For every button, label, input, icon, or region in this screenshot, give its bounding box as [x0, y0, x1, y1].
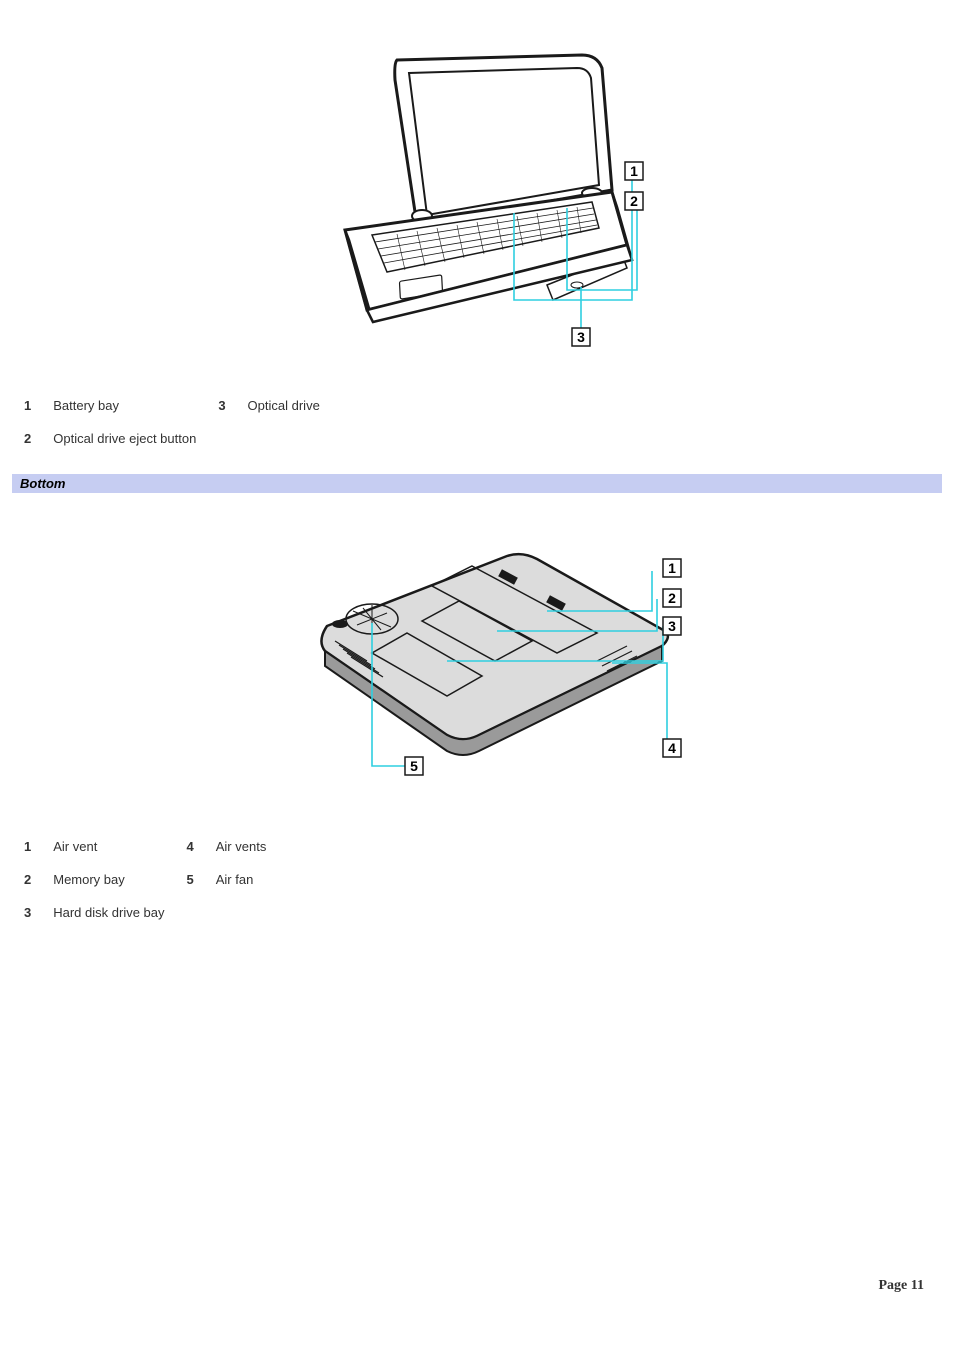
- callout-2: 2: [630, 193, 638, 209]
- legend-text: Hard disk drive bay: [47, 905, 170, 920]
- legend-num: 3: [212, 398, 231, 413]
- legend-num: 1: [18, 398, 37, 413]
- callout-b2: 2: [668, 590, 676, 606]
- legend-num: 1: [18, 839, 37, 854]
- legend-text: Memory bay: [47, 872, 170, 887]
- legend-text: Optical drive: [242, 398, 326, 413]
- legend-num: 5: [181, 872, 200, 887]
- callout-b3: 3: [668, 618, 676, 634]
- legend-text: Optical drive eject button: [47, 431, 202, 446]
- legend-text: Air vents: [210, 839, 273, 854]
- bottom-view-diagram: 1 2 3 4 5: [12, 511, 942, 791]
- legend-text: [242, 431, 326, 446]
- callout-1: 1: [630, 163, 638, 179]
- legend-num: 2: [18, 431, 37, 446]
- legend-num: 3: [18, 905, 37, 920]
- callout-3: 3: [577, 329, 585, 345]
- bottom-view-legend: 1 Air vent 4 Air vents 2 Memory bay 5 Ai…: [8, 821, 282, 938]
- section-header-bottom: Bottom: [12, 474, 942, 493]
- legend-text: Air fan: [210, 872, 273, 887]
- callout-b5: 5: [410, 758, 418, 774]
- legend-text: [210, 905, 273, 920]
- legend-text: Battery bay: [47, 398, 202, 413]
- page-footer: Page 11: [12, 1278, 942, 1294]
- laptop-bottom-svg: 1 2 3 4 5: [247, 511, 707, 791]
- legend-text: Air vent: [47, 839, 170, 854]
- legend-num: [212, 431, 231, 446]
- legend-num: 4: [181, 839, 200, 854]
- legend-num: [181, 905, 200, 920]
- callout-b1: 1: [668, 560, 676, 576]
- callout-b4: 4: [668, 740, 676, 756]
- laptop-right-svg: 1 2 3: [277, 30, 677, 350]
- legend-num: 2: [18, 872, 37, 887]
- right-view-legend: 1 Battery bay 3 Optical drive 2 Optical …: [8, 380, 336, 464]
- right-view-diagram: 1 2 3: [12, 30, 942, 350]
